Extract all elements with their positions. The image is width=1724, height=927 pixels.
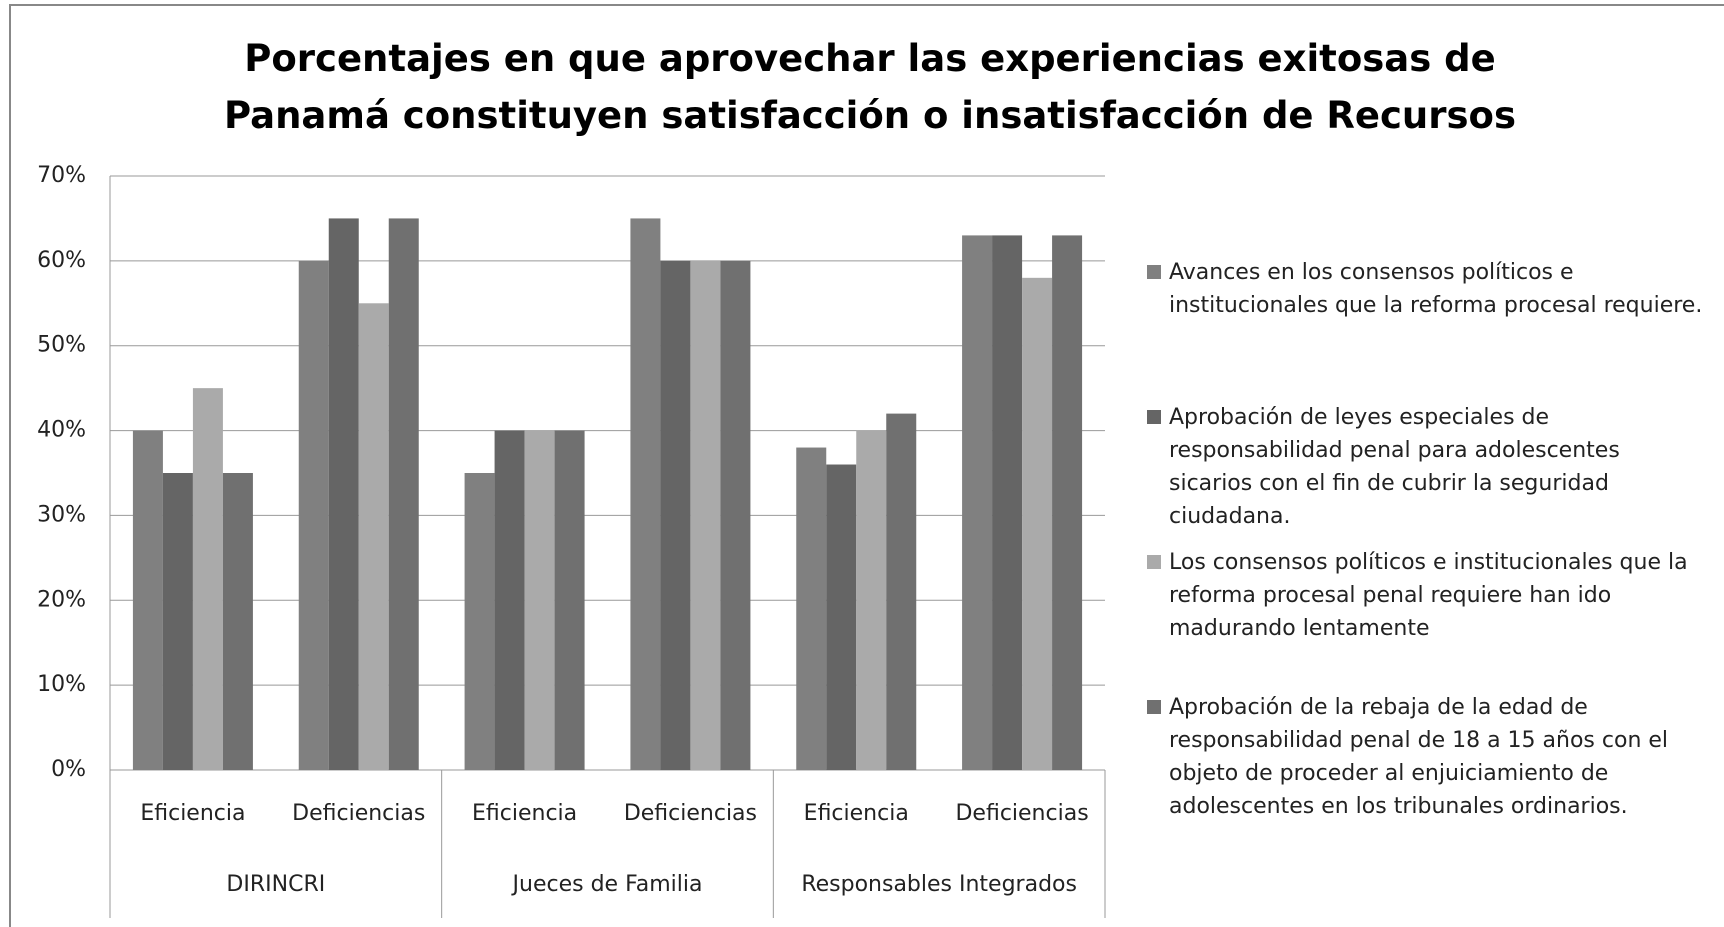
y-tick-label: 30% — [37, 502, 86, 527]
bar — [192, 388, 223, 770]
legend-item: Aprobación de la rebaja de la edad de re… — [1147, 691, 1707, 823]
y-tick-label: 50% — [37, 333, 86, 358]
bar — [358, 303, 389, 770]
bar — [298, 260, 329, 770]
legend-swatch — [1147, 700, 1161, 714]
x-tick-label: Deficiencias — [292, 801, 425, 826]
y-tick-label: 70% — [37, 163, 86, 188]
bar — [524, 430, 555, 770]
bar — [494, 430, 525, 770]
y-tick-label: 40% — [37, 418, 86, 443]
y-tick-label: 60% — [37, 248, 86, 273]
chart-border — [9, 4, 1724, 927]
group-label: Jueces de Familia — [511, 872, 703, 897]
legend-item: Aprobación de leyes especiales de respon… — [1147, 401, 1707, 533]
y-tick-label: 20% — [37, 587, 86, 612]
bar — [132, 430, 163, 770]
group-label: Responsables Integrados — [801, 872, 1077, 897]
legend-swatch — [1147, 265, 1161, 279]
x-tick-label: Deficiencias — [955, 801, 1088, 826]
bar — [720, 260, 751, 770]
x-tick-label: Deficiencias — [624, 801, 757, 826]
bar — [992, 235, 1023, 770]
bar — [962, 235, 993, 770]
bar — [1052, 235, 1083, 770]
bar — [464, 473, 495, 770]
legend-label: Los consensos políticos e institucionale… — [1169, 550, 1688, 641]
chart-title: Porcentajes en que aprovechar las experi… — [224, 37, 1516, 137]
x-tick-label: Eficiencia — [472, 801, 577, 826]
y-tick-label: 0% — [51, 757, 86, 782]
y-tick-label: 10% — [37, 672, 86, 697]
bar — [162, 473, 193, 770]
legend-swatch — [1147, 410, 1161, 424]
legend-item: Avances en los consensos políticos e ins… — [1147, 256, 1707, 322]
bar — [886, 413, 917, 770]
bar — [1022, 277, 1053, 770]
legend-swatch — [1147, 555, 1161, 569]
legend-label: Aprobación de la rebaja de la edad de re… — [1169, 695, 1669, 819]
x-tick-label: Eficiencia — [140, 801, 245, 826]
group-label: DIRINCRI — [226, 872, 325, 897]
bar — [660, 260, 691, 770]
legend-label: Avances en los consensos políticos e ins… — [1169, 260, 1703, 318]
bar — [856, 430, 887, 770]
bar — [388, 218, 419, 770]
legend-item: Los consensos políticos e institucionale… — [1147, 546, 1707, 645]
bar — [222, 473, 253, 770]
bar — [328, 218, 359, 770]
bar — [690, 260, 721, 770]
bar — [826, 464, 857, 770]
bar — [630, 218, 661, 770]
legend-label: Aprobación de leyes especiales de respon… — [1169, 405, 1620, 529]
bar — [554, 430, 585, 770]
x-tick-label: Eficiencia — [804, 801, 909, 826]
bar — [796, 447, 827, 770]
